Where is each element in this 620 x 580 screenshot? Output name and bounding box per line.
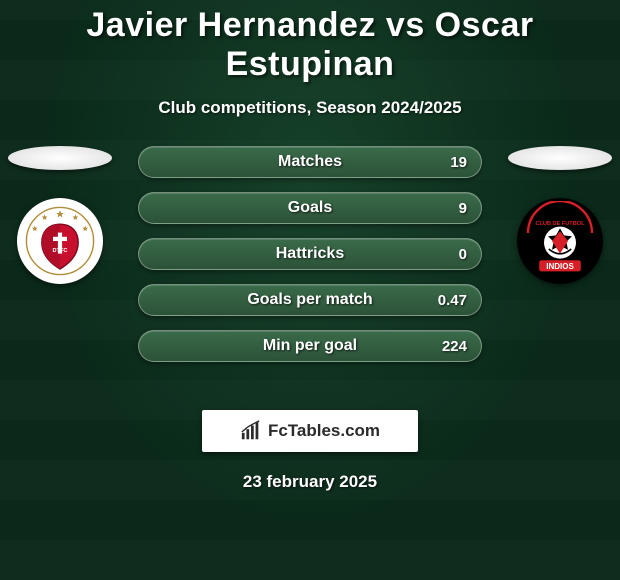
left-player-column: DTFC <box>0 146 120 284</box>
toluca-crest-icon: DTFC <box>25 206 95 276</box>
stat-label: Goals <box>139 199 481 217</box>
stat-label: Matches <box>139 153 481 171</box>
brand-text: FcTables.com <box>268 421 380 441</box>
stat-row-matches: Matches 19 <box>138 146 482 178</box>
stats-list: Matches 19 Goals 9 Hattricks 0 Goals per… <box>138 146 482 362</box>
stat-right-value: 19 <box>450 154 467 171</box>
stat-row-hattricks: Hattricks 0 <box>138 238 482 270</box>
brand-badge[interactable]: FcTables.com <box>202 410 418 452</box>
stat-label: Goals per match <box>139 291 481 309</box>
right-player-name-oval <box>508 146 612 170</box>
stat-right-value: 224 <box>442 338 467 355</box>
left-player-name-oval <box>8 146 112 170</box>
svg-text:DTFC: DTFC <box>53 248 68 254</box>
page-title: Javier Hernandez vs Oscar Estupinan <box>0 0 620 84</box>
stat-right-value: 0.47 <box>438 292 467 309</box>
bar-chart-icon <box>240 420 262 442</box>
svg-text:INDIOS: INDIOS <box>546 262 574 271</box>
left-club-badge: DTFC <box>17 198 103 284</box>
stat-row-goals-per-match: Goals per match 0.47 <box>138 284 482 316</box>
stat-label: Hattricks <box>139 245 481 263</box>
comparison-area: DTFC CLUB DE FUTBOL INDIOS Matches 19 <box>0 146 620 386</box>
subtitle: Club competitions, Season 2024/2025 <box>0 98 620 118</box>
stat-row-goals: Goals 9 <box>138 192 482 224</box>
svg-text:CLUB DE FUTBOL: CLUB DE FUTBOL <box>535 221 585 227</box>
stat-right-value: 9 <box>459 200 467 217</box>
date-label: 23 february 2025 <box>0 472 620 492</box>
indios-crest-icon: CLUB DE FUTBOL INDIOS <box>520 201 600 281</box>
stat-right-value: 0 <box>459 246 467 263</box>
stat-label: Min per goal <box>139 337 481 355</box>
right-club-badge: CLUB DE FUTBOL INDIOS <box>517 198 603 284</box>
stat-row-min-per-goal: Min per goal 224 <box>138 330 482 362</box>
right-player-column: CLUB DE FUTBOL INDIOS <box>500 146 620 284</box>
